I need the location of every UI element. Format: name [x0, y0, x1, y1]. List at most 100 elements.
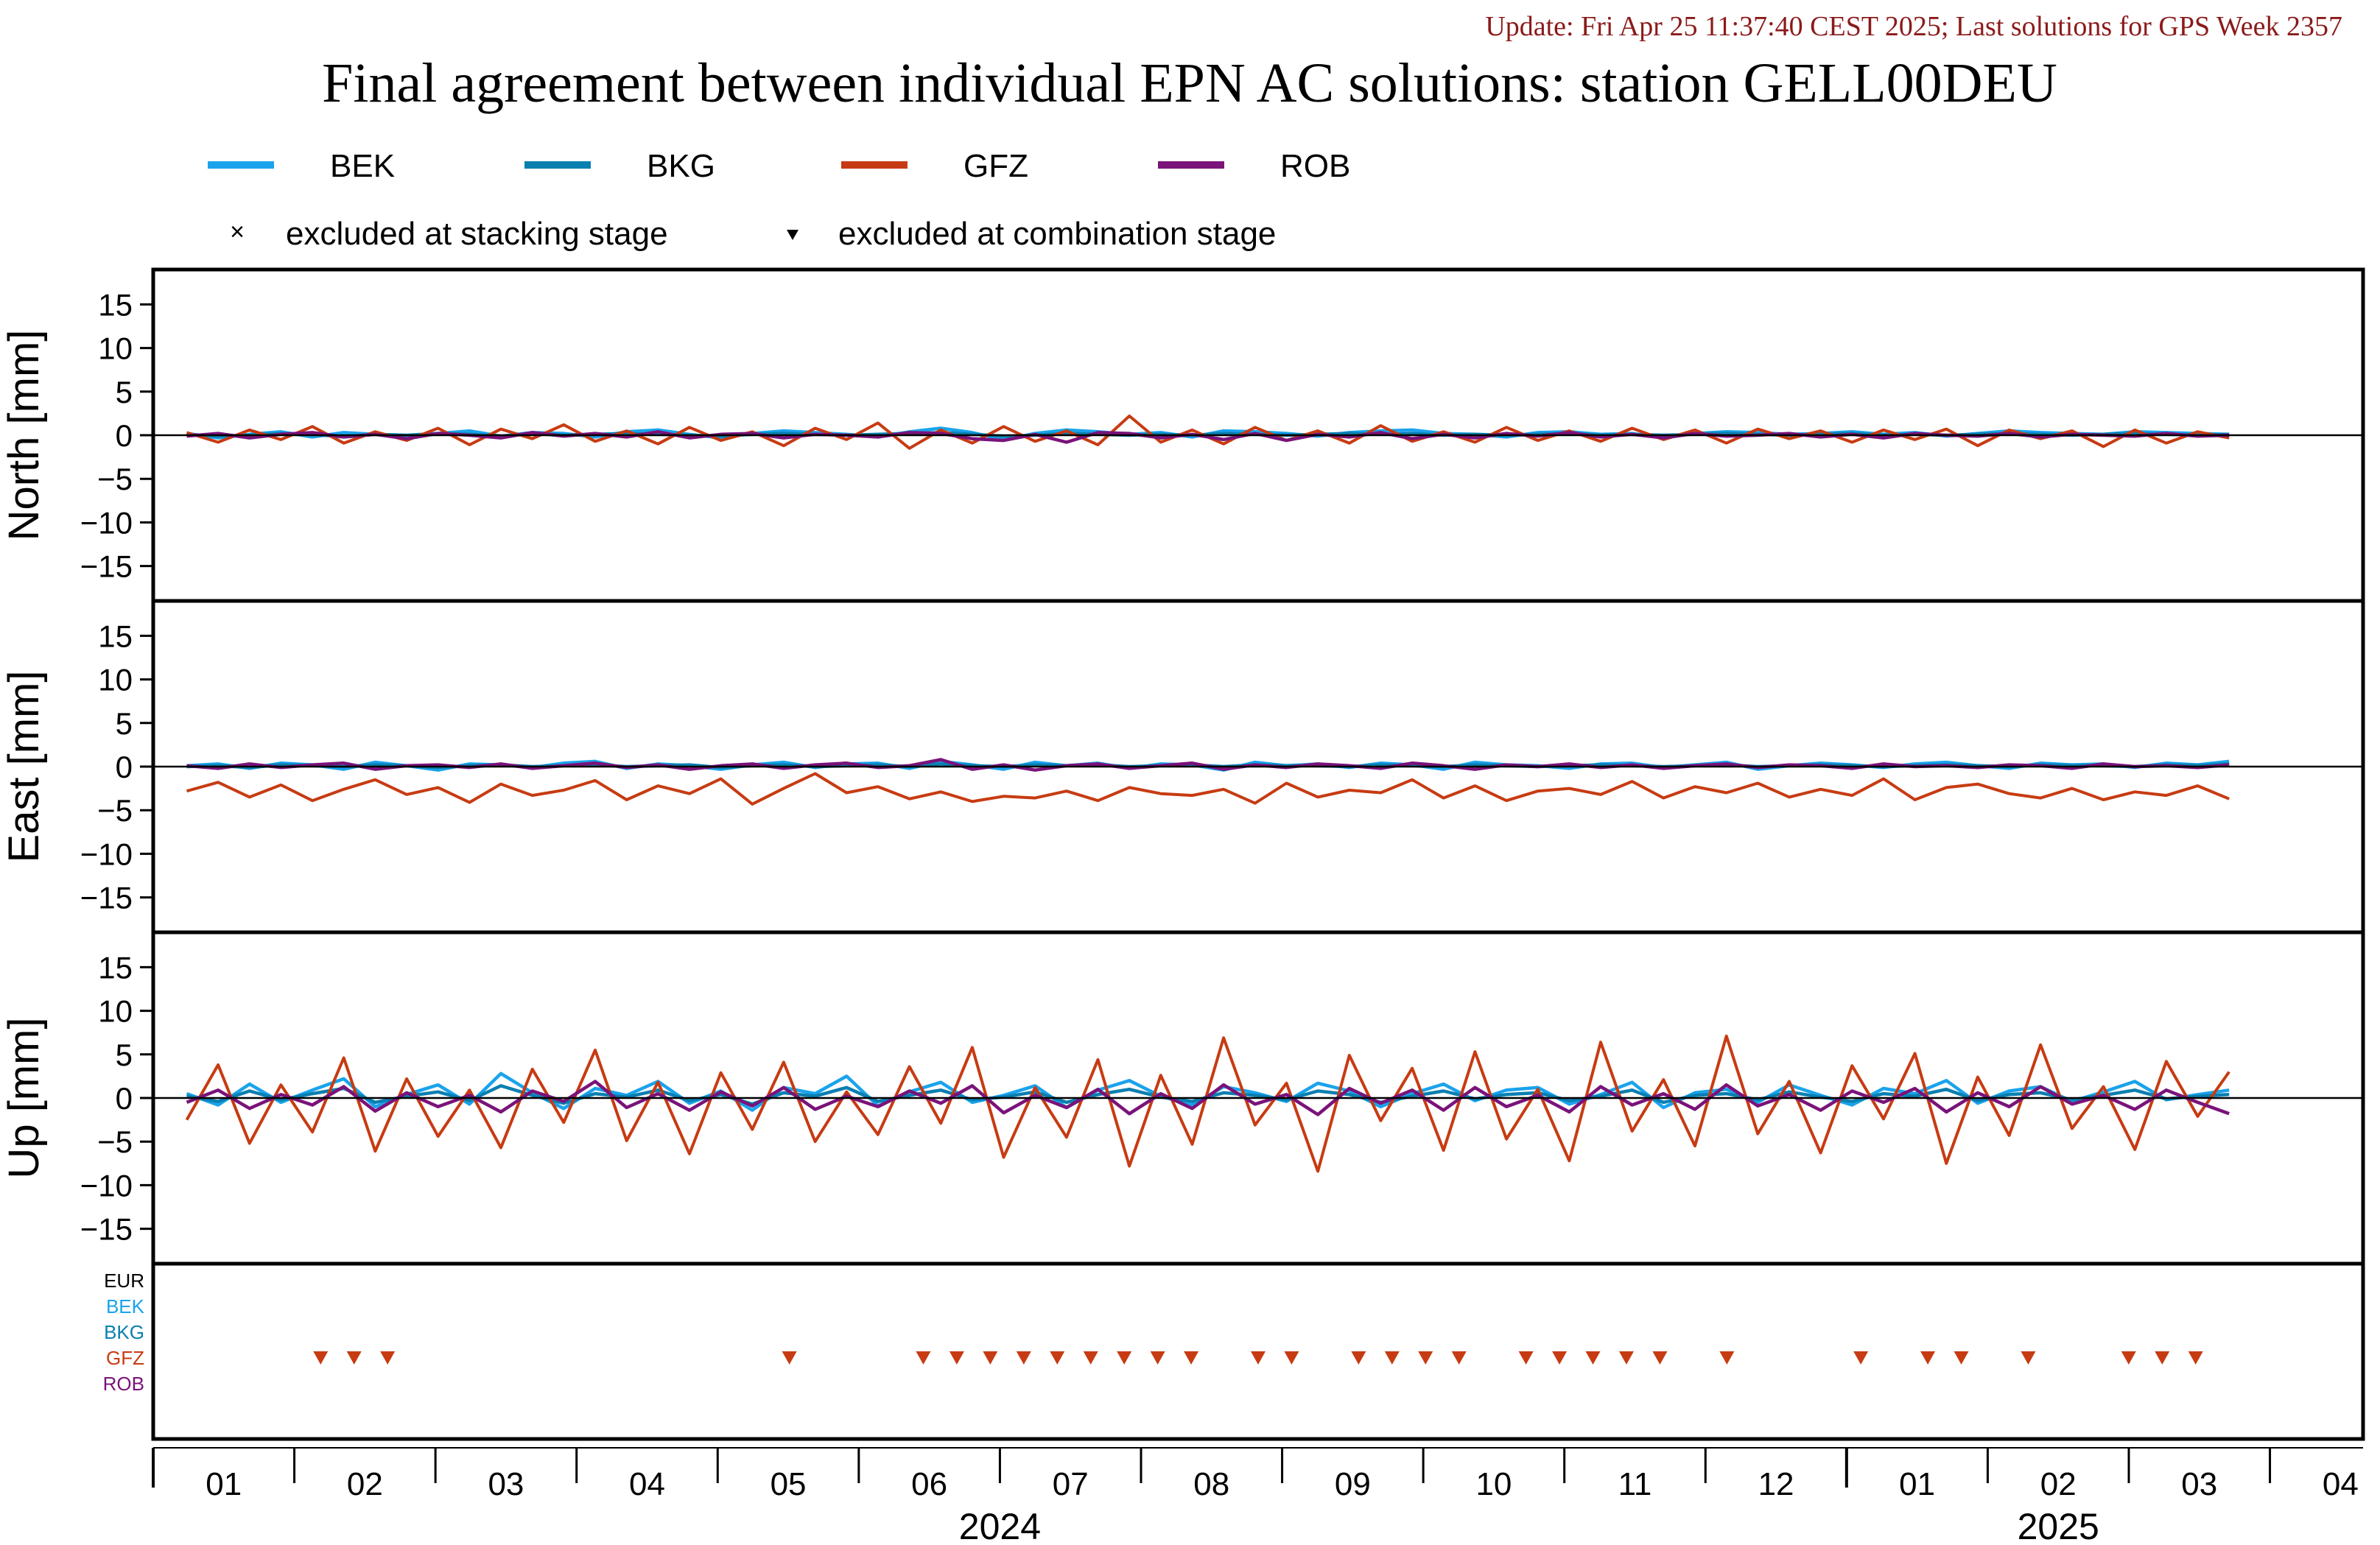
y-tick-label: −5: [97, 462, 133, 496]
x-tick-label: 12: [1758, 1466, 1794, 1502]
exclusion-marker: [1351, 1351, 1366, 1365]
year-label: 2024: [959, 1506, 1041, 1545]
exclusion-marker: [1251, 1351, 1266, 1365]
legend-combination-marker: [787, 230, 798, 240]
legend-stacking-label: excluded at stacking stage: [286, 216, 668, 252]
x-tick-label: 08: [1193, 1466, 1229, 1502]
exclusion-marker: [2021, 1351, 2036, 1365]
y-tick-label: −5: [97, 1125, 133, 1159]
legend-entry-rob: ROB: [1158, 148, 1350, 184]
y-tick-label: 15: [98, 287, 133, 322]
exclusion-marker: [782, 1351, 797, 1365]
exclusion-row-label: BKG: [104, 1321, 144, 1343]
y-tick-label: 15: [98, 619, 133, 653]
y-tick-label: −15: [80, 881, 133, 915]
exclusion-marker: [1619, 1351, 1634, 1365]
y-tick-label: −10: [80, 505, 133, 540]
legend-entry-bek: BEK: [208, 148, 395, 184]
x-tick-label: 01: [1899, 1466, 1935, 1502]
exclusion-marker: [1050, 1351, 1065, 1365]
y-tick-label: 5: [116, 706, 133, 741]
x-tick-label: 02: [2040, 1466, 2077, 1502]
y-tick-label: 10: [98, 994, 133, 1029]
legend-label: GFZ: [963, 148, 1028, 184]
y-tick-label: 0: [116, 418, 133, 453]
y-tick-label: 10: [98, 331, 133, 366]
series-line-gfz: [186, 772, 2230, 806]
exclusion-marker: [1853, 1351, 1869, 1365]
y-tick-label: 5: [116, 375, 133, 409]
exclusion-marker: [1117, 1351, 1132, 1365]
legend-stacking-marker: ×: [230, 218, 245, 246]
exclusion-marker: [1719, 1351, 1735, 1365]
x-tick-label: 10: [1475, 1466, 1512, 1502]
exclusion-panel: EUR BEK BKG GFZ ROB: [103, 1261, 2365, 1441]
exclusion-row-label: ROB: [103, 1373, 144, 1395]
exclusion-row-label: GFZ: [106, 1347, 144, 1369]
x-tick-label: 05: [770, 1466, 807, 1502]
panel-up: 15 10 5 0 −5 −10 −15 Up [mm]: [0, 930, 2365, 1266]
exclusion-marker: [1184, 1351, 1199, 1365]
exclusion-marker: [346, 1351, 362, 1365]
exclusion-marker: [916, 1351, 931, 1365]
exclusion-marker: [380, 1351, 396, 1365]
x-tick-label: 01: [206, 1466, 242, 1502]
exclusion-marker: [1150, 1351, 1165, 1365]
exclusion-marker: [2188, 1351, 2203, 1365]
exclusion-marker: [983, 1351, 998, 1365]
update-text: Update: Fri Apr 25 11:37:40 CEST 2025; L…: [1485, 11, 2342, 42]
x-tick-label: 03: [488, 1466, 524, 1502]
series-line-gfz: [185, 1034, 2230, 1173]
y-tick-label: 15: [98, 950, 133, 985]
exclusion-row-label: BEK: [106, 1295, 145, 1317]
x-tick-label: 02: [347, 1466, 383, 1502]
exclusion-marker: [1585, 1351, 1601, 1365]
exclusion-marker: [1920, 1351, 1936, 1365]
y-tick-label: −15: [80, 549, 133, 584]
legend-label: BKG: [647, 148, 715, 184]
y-tick-label: −5: [97, 793, 133, 828]
x-tick-label: 03: [2181, 1466, 2217, 1502]
y-tick-label: 0: [116, 1081, 133, 1116]
exclusion-marker: [2155, 1351, 2170, 1365]
x-tick-label: 09: [1335, 1466, 1371, 1502]
chart-title: Final agreement between individual EPN A…: [322, 52, 2057, 114]
series-line-rob: [186, 1080, 2230, 1116]
y-tick-label: −10: [80, 1168, 133, 1203]
exclusion-marker: [1954, 1351, 1969, 1365]
exclusion-row-label: EUR: [104, 1270, 144, 1292]
exclusion-marker: [1518, 1351, 1534, 1365]
year-label: 2025: [2018, 1506, 2099, 1545]
exclusion-marker: [1418, 1351, 1433, 1365]
x-tick-label: 04: [2323, 1466, 2359, 1502]
legend-combination-label: excluded at combination stage: [838, 216, 1276, 252]
legend-combination-entry: excluded at combination stage: [787, 216, 1276, 252]
y-axis-label: North [mm]: [0, 330, 48, 541]
plot-panels: 15 10 5 0 −5 −10 −15 North [mm] 15 10 5 0 −5 −10 −15 Ea…: [0, 267, 2365, 1266]
legend-label: ROB: [1280, 148, 1350, 184]
legend-label: BEK: [330, 148, 395, 184]
exclusion-marker: [1016, 1351, 1031, 1365]
exclusion-marker: [1083, 1351, 1098, 1365]
exclusion-marker: [1451, 1351, 1467, 1365]
legend-entry-bkg: BKG: [524, 148, 715, 184]
y-tick-label: −10: [80, 837, 133, 871]
exclusion-marker: [949, 1351, 964, 1365]
exclusion-frame: [151, 1261, 2365, 1441]
y-tick-label: −15: [80, 1212, 133, 1247]
legend: BEK BKG GFZ ROB: [208, 148, 1350, 184]
legend-entry-gfz: GFZ: [841, 148, 1028, 184]
x-tick-label: 06: [911, 1466, 947, 1502]
y-axis-label: Up [mm]: [0, 1017, 48, 1178]
x-tick-label: 11: [1618, 1466, 1652, 1502]
x-axis: 01 02 03 04 05 06 07 08 09 10 11 12 01 02 03 04 2024 2025: [152, 1447, 2363, 1545]
exclusion-marker: [1284, 1351, 1299, 1365]
y-tick-label: 10: [98, 663, 133, 697]
exclusion-marker: [313, 1351, 329, 1365]
y-tick-label: 5: [116, 1038, 133, 1072]
series-lines: [186, 414, 2230, 450]
exclusion-marker: [2121, 1351, 2136, 1365]
x-tick-label: 04: [629, 1466, 665, 1502]
exclusion-marker: [1552, 1351, 1568, 1365]
